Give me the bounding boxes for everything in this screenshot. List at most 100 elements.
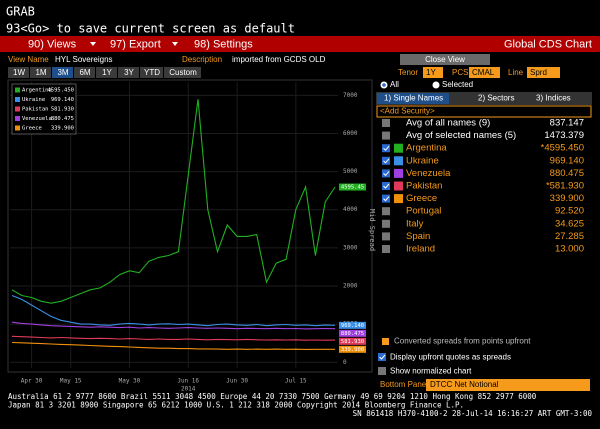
checkbox-off[interactable]: [378, 367, 386, 375]
range-label[interactable]: YTD: [144, 68, 160, 77]
series-line: [11, 294, 336, 327]
dropdown[interactable]: [527, 67, 560, 78]
x-tick-label: May 30: [119, 378, 141, 385]
range-label[interactable]: 1Y: [102, 68, 112, 77]
add-security-field[interactable]: [376, 105, 592, 118]
row-name[interactable]: Italy: [406, 218, 424, 229]
row-name[interactable]: Greece: [406, 193, 437, 204]
y-tick-label: 6000: [343, 130, 358, 137]
end-tag-label: 969.140: [341, 323, 364, 329]
legend-swatch: [15, 125, 20, 131]
color-swatch: [394, 194, 403, 204]
row-name[interactable]: Pakistan: [406, 181, 442, 192]
checkbox-on[interactable]: [378, 353, 386, 361]
range-button[interactable]: [30, 67, 51, 78]
radio-label[interactable]: Selected: [442, 80, 473, 89]
screen-title: GRAB: [6, 5, 35, 19]
y-axis-title: Mid Spread: [368, 209, 376, 251]
range-label[interactable]: 1M: [35, 68, 46, 77]
legend-value: 880.475: [51, 116, 74, 122]
legend-name: Greece: [22, 126, 42, 132]
end-tag: [339, 321, 366, 329]
legend-value: 4595.450: [48, 88, 75, 94]
dropdown[interactable]: [423, 67, 443, 78]
menu-item[interactable]: 90) Views: [28, 38, 77, 50]
row-value: 969.140: [550, 155, 584, 166]
add-security[interactable]: <Add Security>: [380, 107, 435, 116]
checkbox-on[interactable]: [382, 169, 390, 178]
tenor[interactable]: 1Y: [426, 68, 436, 77]
legend-value: 339.900: [51, 126, 74, 132]
function-title: Global CDS Chart: [504, 38, 592, 50]
end-tag-label: 4595.45: [341, 185, 364, 191]
close-label[interactable]: Close View: [425, 55, 465, 64]
range-button[interactable]: [96, 67, 117, 78]
range-label[interactable]: 3M: [57, 68, 68, 77]
dropdown[interactable]: [426, 379, 590, 391]
menu-bar: [0, 36, 600, 52]
checkbox-off[interactable]: [382, 207, 390, 216]
dropdown[interactable]: [469, 67, 500, 78]
range-button[interactable]: [8, 67, 29, 78]
range-button[interactable]: [74, 67, 95, 78]
row-value: *581.930: [546, 181, 584, 192]
menu-item[interactable]: 98) Settings: [194, 38, 253, 50]
label: Bottom Panel: [380, 380, 428, 389]
checkbox-off[interactable]: [382, 219, 390, 228]
range-button[interactable]: [164, 67, 201, 78]
radio-dot: [382, 83, 386, 87]
end-tag-label: 339.900: [341, 347, 364, 353]
checkbox-on[interactable]: [382, 194, 390, 203]
tab-active[interactable]: [377, 93, 449, 104]
option[interactable]: Display upfront quotes as spreads: [390, 353, 511, 362]
bottom-panel[interactable]: DTCC Net Notional: [430, 380, 499, 389]
tab[interactable]: 3) Indices: [536, 94, 571, 103]
range-button[interactable]: [140, 67, 163, 78]
range-button[interactable]: [118, 67, 139, 78]
option[interactable]: Show normalized chart: [390, 367, 472, 376]
end-tag: [339, 345, 366, 353]
radio-off[interactable]: [432, 81, 440, 89]
checkbox-on[interactable]: [382, 144, 390, 153]
menu-item[interactable]: 97) Export: [110, 38, 161, 50]
checkbox-off[interactable]: [382, 232, 390, 241]
x-tick-label: Jun 16: [177, 378, 199, 385]
tab[interactable]: 2) Sectors: [478, 94, 514, 103]
y-tick-label: 0: [343, 359, 347, 366]
row-name[interactable]: Ireland: [406, 244, 435, 255]
check: [383, 145, 390, 151]
checkbox-on[interactable]: [382, 182, 390, 190]
legend-swatch: [15, 97, 20, 102]
pcs[interactable]: CMAL: [472, 68, 495, 77]
check: [383, 183, 390, 189]
row-name[interactable]: Avg of all names (9): [406, 118, 490, 129]
y-tick-label: 3000: [343, 244, 358, 251]
row-value: *4595.450: [541, 143, 584, 154]
row-name[interactable]: Ukraine: [406, 155, 439, 166]
range-label[interactable]: 3Y: [124, 68, 134, 77]
tab[interactable]: 1) Single Names: [384, 94, 443, 103]
row-name[interactable]: Venezuela: [406, 168, 451, 179]
row-name[interactable]: Argentina: [406, 143, 447, 154]
range-label[interactable]: 6M: [79, 68, 90, 77]
range-label[interactable]: 1W: [13, 68, 25, 77]
footer-line: Australia 61 2 9777 8600 Brazil 5511 304…: [8, 392, 537, 401]
range-label[interactable]: Custom: [169, 68, 197, 77]
range-button[interactable]: [52, 67, 73, 78]
legend-name: Ukraine: [22, 97, 45, 103]
close-button[interactable]: [400, 54, 490, 65]
row-name[interactable]: Spain: [406, 231, 430, 242]
row-name[interactable]: Avg of selected names (5): [406, 130, 516, 141]
series-line: [11, 341, 335, 350]
row-name[interactable]: Portugal: [406, 206, 441, 217]
radio-label[interactable]: All: [390, 80, 399, 89]
checkbox-off[interactable]: [382, 245, 390, 253]
checkbox-on[interactable]: [382, 156, 390, 165]
checkbox-off[interactable]: [382, 131, 390, 140]
checkbox-off[interactable]: [382, 119, 390, 127]
check: [383, 171, 390, 177]
row-value: 1473.379: [544, 130, 584, 141]
label: Tenor: [398, 68, 418, 77]
line-mode[interactable]: Sprd: [530, 68, 547, 77]
series-line: [11, 99, 336, 304]
